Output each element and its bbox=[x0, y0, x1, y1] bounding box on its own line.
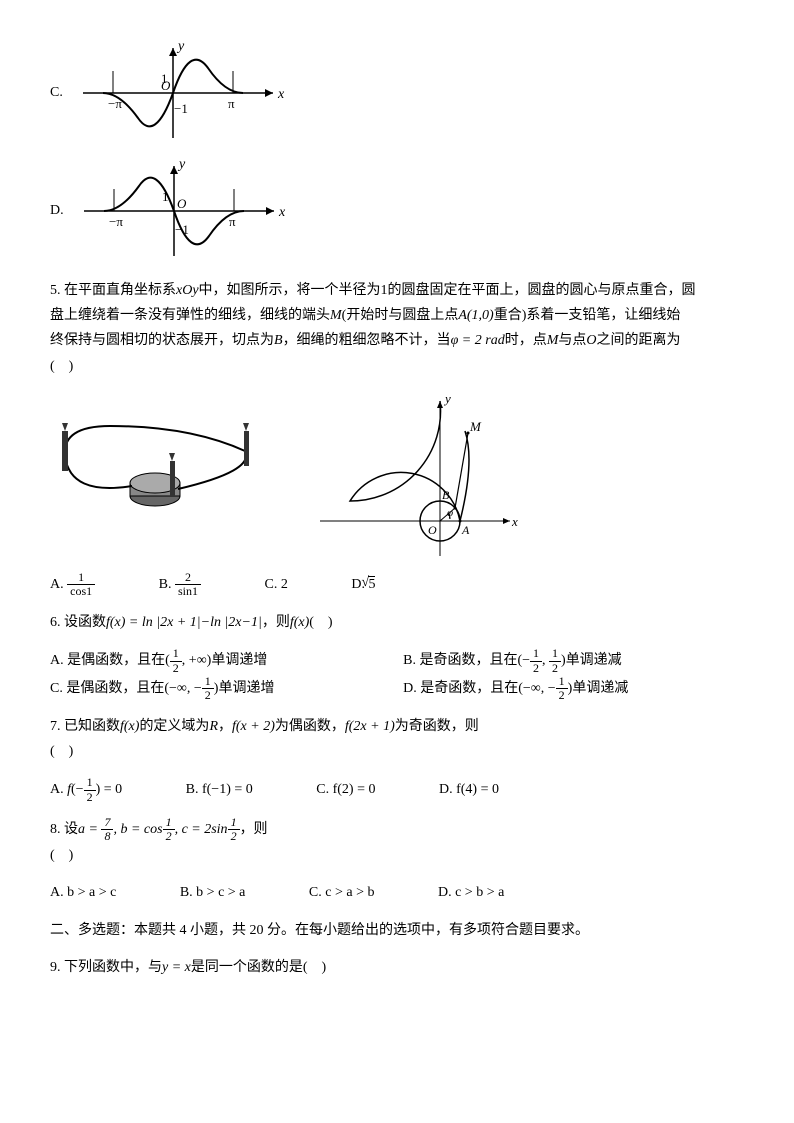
q6-call: f(x) bbox=[290, 615, 309, 630]
q7-choice-b: B. f(−1) = 0 bbox=[186, 777, 253, 802]
q6-choices-row1: A. 是偶函数，且在(12, +∞)单调递增 B. 是奇函数，且在(−12, 1… bbox=[50, 647, 744, 674]
svg-text:x: x bbox=[511, 514, 518, 529]
svg-text:π: π bbox=[228, 96, 235, 111]
q5-figures: x y O M B A φ bbox=[50, 391, 744, 561]
q5-t3: 终保持与圆相切的状态展开，切点为 bbox=[50, 333, 274, 348]
question-5: 5. 在平面直角坐标系xOy中，如图所示，将一个半径为1的圆盘固定在平面上，圆盘… bbox=[50, 278, 744, 379]
graph-c: x y 1 −1 −π π O bbox=[73, 38, 293, 148]
q7-paren: ( ) bbox=[50, 744, 73, 759]
svg-text:π: π bbox=[229, 214, 236, 229]
q5-M2: M bbox=[547, 333, 559, 348]
svg-text:M: M bbox=[469, 419, 482, 434]
svg-text:−1: −1 bbox=[174, 101, 188, 116]
q5-phi: φ = 2 rad bbox=[451, 333, 505, 348]
q5-figure-left bbox=[50, 401, 260, 551]
q5-B: B bbox=[274, 333, 283, 348]
section-2-heading: 二、多选题：本题共 4 小题，共 20 分。在每小题给出的选项中，有多项符合题目… bbox=[50, 918, 744, 943]
q5-t1b: 中，如图所示，将一个半径为1的圆盘固定在平面上，圆盘的圆心与原点重合，圆 bbox=[199, 283, 696, 298]
q5-t2b: (开始时与圆盘上点 bbox=[342, 308, 459, 323]
q5-choice-b: B. 2sin1 bbox=[159, 571, 201, 598]
question-9: 9. 下列函数中，与y = x是同一个函数的是( ) bbox=[50, 955, 744, 980]
q6-fn: f(x) = ln |2x + 1|−ln |2x−1| bbox=[106, 615, 262, 630]
q8-choice-b: B. b > c > a bbox=[180, 880, 246, 905]
option-c-row: C. x y 1 −1 −π π O bbox=[50, 38, 744, 148]
q5-figure-right: x y O M B A φ bbox=[300, 391, 520, 561]
q5-choice-d: D. 5√ bbox=[351, 572, 383, 597]
q6-choice-d: D. 是奇函数，且在(−∞, −12)单调递减 bbox=[403, 675, 736, 702]
option-c-label: C. bbox=[50, 80, 63, 105]
question-6: 6. 设函数f(x) = ln |2x + 1|−ln |2x−1|，则f(x)… bbox=[50, 610, 744, 635]
q9-t: 9. 下列函数中，与 bbox=[50, 960, 162, 975]
q5-t3d: 与点 bbox=[558, 333, 586, 348]
q5-t1: 5. 在平面直角坐标系 bbox=[50, 283, 176, 298]
q5-choice-a: A. 1cos1 bbox=[50, 571, 95, 598]
q5-t3b: ，细绳的粗细忽略不计，当 bbox=[283, 333, 451, 348]
q6-choice-a: A. 是偶函数，且在(12, +∞)单调递增 bbox=[50, 647, 383, 674]
q6-t: 6. 设函数 bbox=[50, 615, 106, 630]
q5-choices: A. 1cos1 B. 2sin1 C. 2 D. 5√ bbox=[50, 571, 744, 598]
q7-choice-c: C. f(2) = 0 bbox=[316, 777, 375, 802]
svg-text:B: B bbox=[442, 488, 450, 502]
q5-O: O bbox=[586, 333, 596, 348]
q7-choices: A. f(−12) = 0 B. f(−1) = 0 C. f(2) = 0 D… bbox=[50, 776, 744, 803]
svg-text:x: x bbox=[277, 87, 285, 102]
q5-t3c: 时，点 bbox=[505, 333, 547, 348]
q7-choice-a: A. f(−12) = 0 bbox=[50, 776, 122, 803]
q5-A10: A(1,0) bbox=[458, 308, 493, 323]
q5-M: M bbox=[330, 308, 342, 323]
q5-choice-c: C. 2 bbox=[264, 572, 287, 597]
q6-paren: ( ) bbox=[309, 615, 332, 630]
svg-text:O: O bbox=[428, 523, 437, 537]
q6-choice-b: B. 是奇函数，且在(−12, 12)单调递减 bbox=[403, 647, 736, 674]
graph-d: x y 1 −1 −π π O bbox=[74, 156, 294, 266]
svg-text:y: y bbox=[176, 39, 185, 54]
svg-text:O: O bbox=[161, 78, 171, 93]
q8-paren: ( ) bbox=[50, 848, 73, 863]
option-d-row: D. x y 1 −1 −π π O bbox=[50, 156, 744, 266]
q5-t2: 盘上缠绕着一条没有弹性的细线，细线的端头 bbox=[50, 308, 330, 323]
question-7: 7. 已知函数f(x)的定义域为R，f(x + 2)为偶函数，f(2x + 1)… bbox=[50, 714, 744, 764]
svg-text:O: O bbox=[177, 196, 187, 211]
q7-choice-d: D. f(4) = 0 bbox=[439, 777, 499, 802]
q5-t3e: 之间的距离为 bbox=[597, 333, 681, 348]
q5-t2c: 重合)系着一支铅笔，让细线始 bbox=[494, 308, 681, 323]
q5-xoy: xOy bbox=[176, 283, 199, 298]
q8-choice-a: A. b > a > c bbox=[50, 880, 116, 905]
q6-tail: ，则 bbox=[262, 615, 290, 630]
q6-choice-c: C. 是偶函数，且在(−∞, −12)单调递增 bbox=[50, 675, 383, 702]
q8-choices: A. b > a > c B. b > c > a C. c > a > b D… bbox=[50, 880, 744, 905]
svg-text:y: y bbox=[177, 157, 186, 172]
svg-text:y: y bbox=[443, 391, 451, 406]
svg-text:x: x bbox=[278, 205, 286, 220]
svg-text:−π: −π bbox=[109, 214, 123, 229]
question-8: 8. 设a = 78, b = cos12, c = 2sin12，则 ( ) bbox=[50, 816, 744, 869]
q6-choices-row2: C. 是偶函数，且在(−∞, −12)单调递增 D. 是奇函数，且在(−∞, −… bbox=[50, 675, 744, 702]
q7-t: 7. 已知函数 bbox=[50, 719, 120, 734]
option-d-label: D. bbox=[50, 198, 64, 223]
q5-paren: ( ) bbox=[50, 359, 73, 374]
q8-choice-d: D. c > b > a bbox=[438, 880, 504, 905]
svg-text:A: A bbox=[461, 523, 470, 537]
q8-t: 8. 设 bbox=[50, 822, 78, 837]
q8-choice-c: C. c > a > b bbox=[309, 880, 375, 905]
